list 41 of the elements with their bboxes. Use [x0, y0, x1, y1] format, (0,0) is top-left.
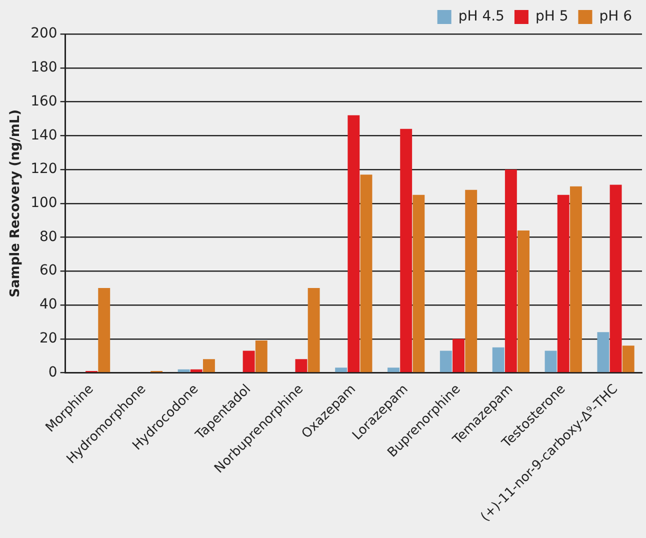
bar: [242, 350, 255, 372]
legend-label: pH 5: [535, 8, 568, 25]
bar: [518, 230, 530, 372]
bar: [202, 359, 215, 372]
y-tick-label: 100: [30, 195, 58, 212]
legend-label: pH 4.5: [458, 8, 504, 25]
bar: [570, 186, 582, 372]
y-tick-label: 40: [39, 296, 58, 313]
bar: [400, 128, 412, 372]
y-tick-label: 80: [39, 228, 58, 245]
bar: [308, 288, 320, 372]
bar: [412, 194, 425, 372]
bar: [295, 359, 308, 372]
y-tick-label: 0: [48, 364, 58, 380]
bar: [335, 368, 348, 372]
y-axis-title: Sample Recovery (ng/mL): [8, 109, 24, 298]
bar: [610, 184, 622, 372]
bar: [452, 338, 464, 372]
y-tick-label: 200: [30, 26, 58, 42]
bar: [190, 369, 202, 372]
bar: [255, 340, 268, 372]
y-tick-label: 140: [30, 127, 58, 144]
bar: [178, 369, 190, 372]
bar: [465, 190, 478, 372]
bar: [557, 194, 570, 372]
y-tick-label: 20: [39, 330, 58, 346]
legend-label: pH 6: [599, 8, 632, 25]
bar: [388, 368, 400, 372]
y-tick-label: 180: [30, 60, 58, 76]
y-tick-label: 120: [30, 161, 58, 178]
y-tick-label: 160: [30, 93, 58, 110]
bar: [440, 350, 452, 372]
bar: [597, 332, 610, 372]
bar: [98, 288, 110, 372]
bar: [360, 174, 372, 372]
y-tick-label: 60: [39, 262, 58, 279]
bar: [622, 346, 634, 372]
bar: [348, 115, 360, 372]
bar: [544, 350, 557, 372]
bar: [504, 169, 517, 372]
bar: [492, 347, 504, 372]
